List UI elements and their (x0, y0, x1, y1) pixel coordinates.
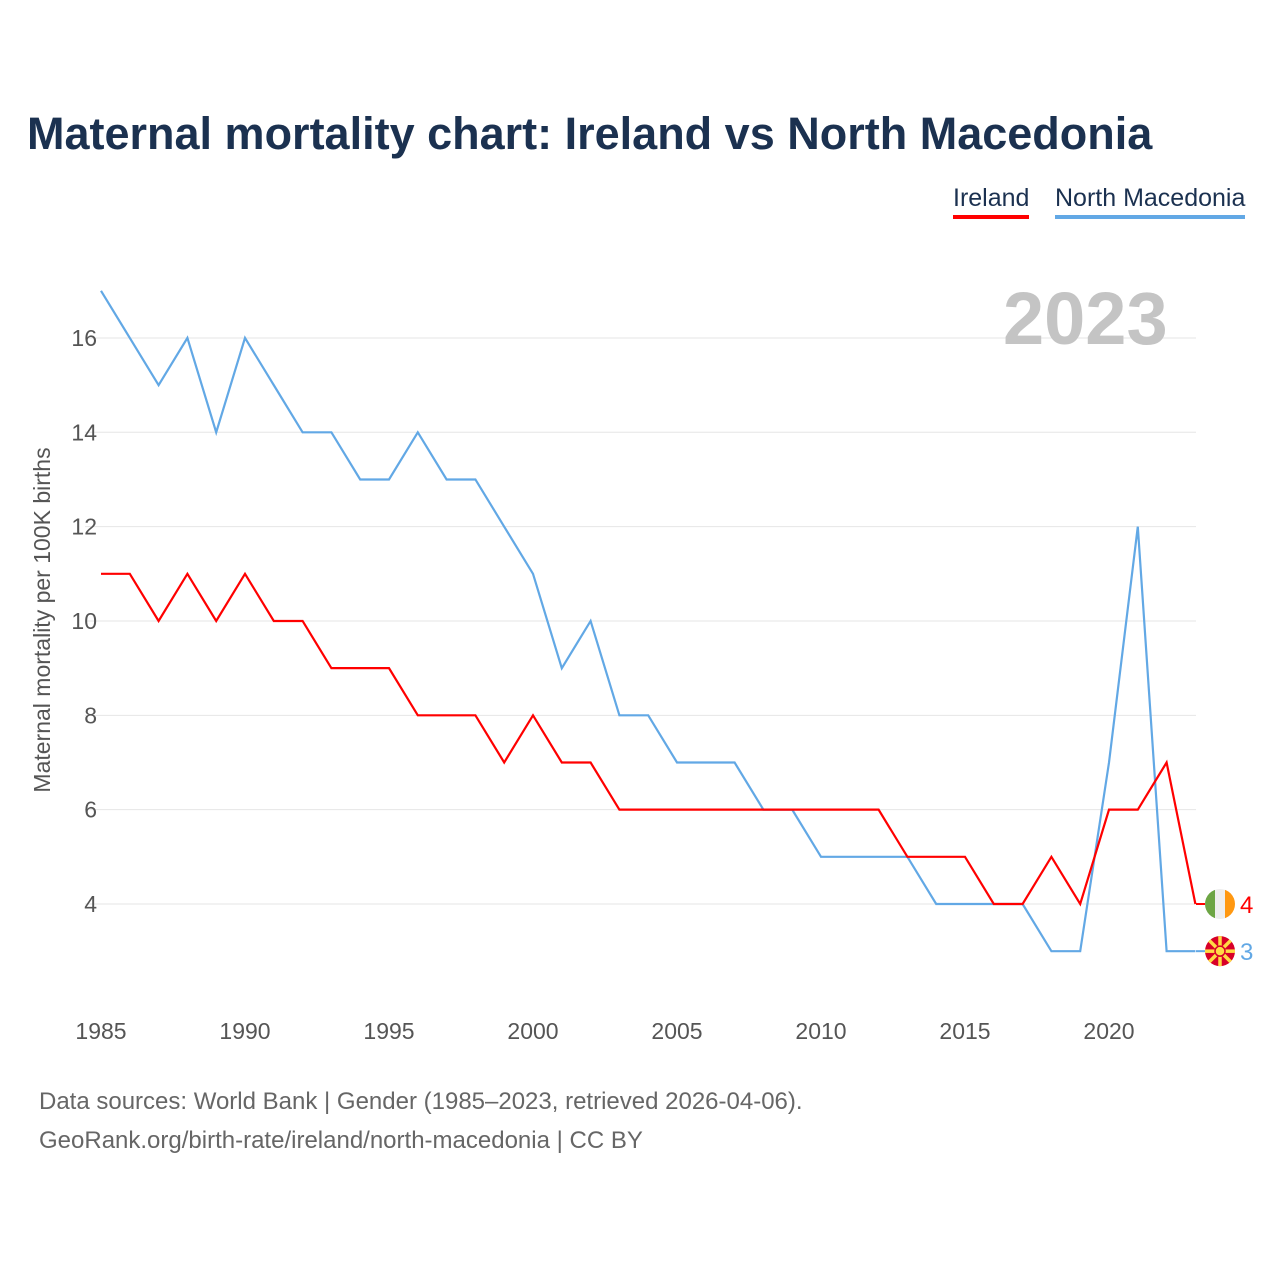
x-tick-label: 1985 (75, 1018, 126, 1044)
year-label: 2023 (1003, 277, 1168, 360)
x-tick-label: 2005 (651, 1018, 702, 1044)
x-tick-label: 2020 (1083, 1018, 1134, 1044)
x-tick-label: 2000 (507, 1018, 558, 1044)
y-tick-label: 6 (84, 797, 97, 823)
y-tick-label: 10 (71, 608, 97, 634)
y-tick-label: 16 (71, 325, 97, 351)
x-tick-label: 1990 (219, 1018, 270, 1044)
y-tick-label: 4 (84, 891, 97, 917)
x-tick-label: 1995 (363, 1018, 414, 1044)
series-line-ireland (101, 571, 1197, 907)
x-tick-label: 2010 (795, 1018, 846, 1044)
end-value-label: 3 (1240, 939, 1253, 966)
end-value-label: 4 (1240, 892, 1253, 919)
footer-link[interactable]: GeoRank.org/birth-rate/ireland/north-mac… (39, 1127, 643, 1154)
footer-sources: Data sources: World Bank | Gender (1985–… (39, 1088, 803, 1115)
legend-ireland[interactable]: Ireland (953, 184, 1030, 219)
y-tick-label: 8 (84, 702, 97, 728)
y-axis-label: Maternal mortality per 100K births (29, 447, 55, 792)
x-tick-label: 2015 (939, 1018, 990, 1044)
chart-title: Maternal mortality chart: Ireland vs Nor… (27, 108, 1153, 159)
y-tick-label: 14 (71, 419, 97, 445)
legend-north-macedonia[interactable]: North Macedonia (1055, 184, 1246, 219)
y-tick-label: 12 (71, 514, 97, 540)
ireland-flag-icon (1205, 889, 1235, 919)
north-macedonia-flag-icon (1205, 936, 1235, 967)
